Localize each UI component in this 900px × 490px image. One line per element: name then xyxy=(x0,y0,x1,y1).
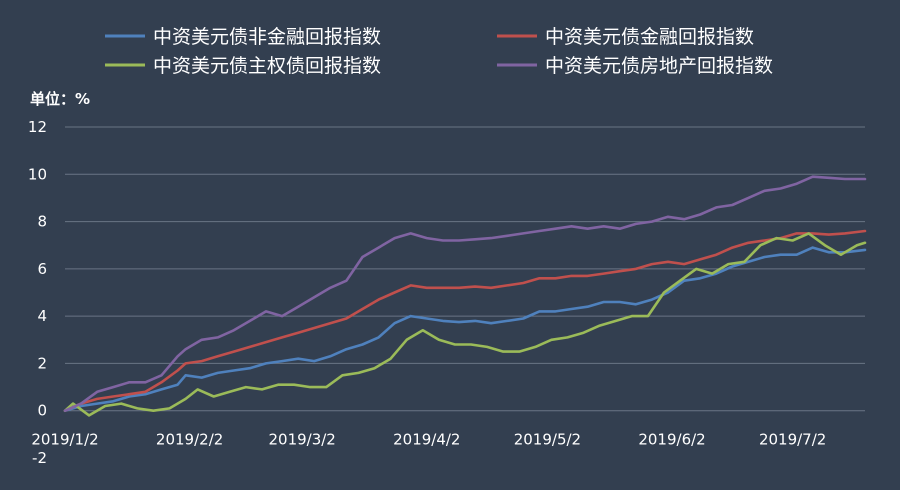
unit-label: 单位：% xyxy=(30,90,90,108)
y-tick-label: 6 xyxy=(37,260,47,278)
x-tick-label: 2019/5/2 xyxy=(514,431,581,449)
x-tick-label: 2019/4/2 xyxy=(393,431,460,449)
y-tick-label: 0 xyxy=(37,402,47,420)
series-line-3 xyxy=(63,232,867,417)
y-tick-label: 4 xyxy=(37,307,47,325)
x-tick-label: 2019/1/2 xyxy=(31,431,98,449)
y-tick-label: 12 xyxy=(28,118,47,136)
series-line-1 xyxy=(63,246,867,413)
legend-label: 中资美元债房地产回报指数 xyxy=(545,55,773,77)
series-line-4 xyxy=(63,175,867,413)
x-tick-label: 2019/6/2 xyxy=(638,431,705,449)
legend-label: 中资美元债主权债回报指数 xyxy=(153,55,381,77)
x-tick-label: 2019/7/2 xyxy=(759,431,826,449)
x-tick-label: 2019/3/2 xyxy=(268,431,335,449)
series-lines xyxy=(63,175,867,417)
y-tick-label: 8 xyxy=(37,213,47,231)
x-tick-label: 2019/2/2 xyxy=(156,431,223,449)
y-axis-ticks: 12 10 8 6 4 2 0 -2 xyxy=(28,118,47,467)
y-tick-label: -2 xyxy=(32,449,47,467)
legend-label: 中资美元债金融回报指数 xyxy=(545,26,754,48)
series-line-2 xyxy=(63,229,867,413)
x-axis-ticks: 2019/1/2 2019/2/2 2019/3/2 2019/4/2 2019/5/2… xyxy=(31,431,826,449)
legend-label: 中资美元债非金融回报指数 xyxy=(153,26,381,48)
y-tick-label: 2 xyxy=(37,354,47,372)
y-tick-label: 10 xyxy=(28,165,47,183)
gridlines xyxy=(65,126,865,412)
